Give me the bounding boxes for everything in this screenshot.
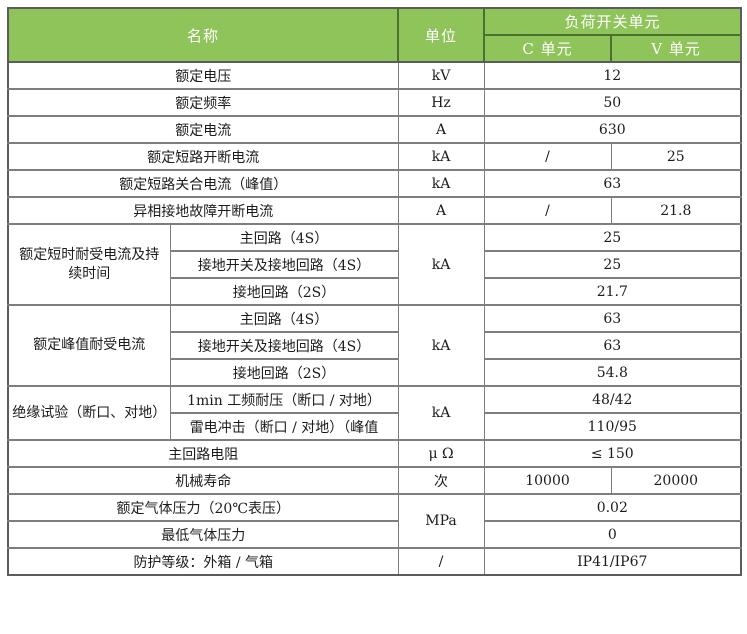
row-group-label: 额定峰值耐受电流 bbox=[7, 304, 171, 387]
row-name: 额定气体压力（20℃表压） bbox=[6, 493, 399, 522]
header-row-2: C 单元 V 单元 bbox=[8, 34, 743, 63]
row-unit: MPa bbox=[397, 493, 485, 549]
table-row: 额定气体压力（20℃表压） MPa 0.02 bbox=[6, 493, 743, 549]
row-value-v: 20000 bbox=[610, 466, 743, 495]
row-group-label: 绝缘试验（断口、对地） bbox=[7, 385, 171, 441]
row-value-c: / bbox=[483, 142, 612, 171]
row-unit: kV bbox=[397, 61, 485, 90]
row-unit: kA bbox=[397, 304, 485, 387]
row-unit: A bbox=[397, 196, 485, 225]
row-name: 额定短路开断电流 bbox=[6, 142, 399, 171]
row-sub-name: 主回路（4S） bbox=[169, 304, 399, 333]
row-name: 主回路电阻 bbox=[6, 439, 399, 468]
row-value: 630 bbox=[483, 115, 743, 144]
header-unit: 单位 bbox=[397, 7, 486, 63]
row-value-c: / bbox=[483, 196, 612, 225]
table-row: 额定短路关合电流（峰值） kA 63 bbox=[6, 169, 743, 198]
table-row: 接地开关及接地回路（4S） 63 bbox=[8, 331, 743, 360]
row-name: 额定短路关合电流（峰值） bbox=[6, 169, 399, 198]
row-unit: kA bbox=[397, 142, 485, 171]
table-row: 额定电压 kV 12 bbox=[6, 61, 743, 90]
header-sub-v-unit: V 单元 bbox=[610, 34, 743, 63]
row-sub-name: 接地开关及接地回路（4S） bbox=[169, 250, 399, 279]
row-value: IP41/IP67 bbox=[483, 547, 743, 576]
row-name: 机械寿命 bbox=[6, 466, 399, 495]
row-name: 额定频率 bbox=[6, 88, 399, 117]
table-row: 额定电流 A 630 bbox=[6, 115, 743, 144]
table-row: 最低气体压力 0 bbox=[6, 520, 743, 549]
header-switch-unit-group: 负荷开关单元 bbox=[483, 7, 743, 36]
row-unit: Hz bbox=[397, 88, 485, 117]
row-value: 50 bbox=[483, 88, 743, 117]
row-unit: μ Ω bbox=[397, 439, 485, 468]
table-row: 绝缘试验（断口、对地） 1min 工频耐压（断口 / 对地） kA 48/42 bbox=[7, 385, 743, 441]
row-unit: kA bbox=[397, 169, 485, 198]
row-value-v: 25 bbox=[610, 142, 743, 171]
row-value: 110/95 bbox=[483, 412, 743, 441]
table-row: 机械寿命 次 10000 20000 bbox=[6, 466, 743, 495]
row-value: 63 bbox=[483, 304, 743, 333]
row-value-c: 10000 bbox=[483, 466, 612, 495]
row-name: 额定电压 bbox=[6, 61, 399, 90]
row-value: 25 bbox=[483, 223, 743, 252]
row-unit: 次 bbox=[397, 466, 485, 495]
row-value: 21.7 bbox=[483, 277, 743, 306]
row-unit: kA bbox=[397, 223, 485, 306]
table-row: 主回路电阻 μ Ω ≤ 150 bbox=[6, 439, 743, 468]
row-name: 异相接地故障开断电流 bbox=[6, 196, 399, 225]
row-value: 25 bbox=[483, 250, 743, 279]
row-name: 防护等级：外箱 / 气箱 bbox=[6, 547, 399, 576]
table-row: 防护等级：外箱 / 气箱 / IP41/IP67 bbox=[6, 547, 743, 576]
table-row: 额定短时耐受电流及持 续时间 主回路（4S） kA 25 bbox=[7, 223, 743, 306]
table-row: 额定频率 Hz 50 bbox=[6, 88, 743, 117]
header-sub-c-unit: C 单元 bbox=[483, 34, 613, 63]
row-value: 12 bbox=[483, 61, 743, 90]
row-name: 额定电流 bbox=[6, 115, 399, 144]
row-value: 48/42 bbox=[483, 385, 743, 414]
table-row: 接地回路（2S） 54.8 bbox=[8, 358, 743, 387]
row-sub-name: 雷电冲击（断口 / 对地）（峰值 bbox=[169, 412, 399, 441]
row-group-label: 额定短时耐受电流及持 续时间 bbox=[7, 223, 171, 306]
row-unit: / bbox=[397, 547, 485, 576]
table-row: 额定短路开断电流 kA / 25 bbox=[6, 142, 743, 171]
table-row: 异相接地故障开断电流 A / 21.8 bbox=[6, 196, 743, 225]
table-row: 额定峰值耐受电流 主回路（4S） kA 63 bbox=[7, 304, 743, 387]
row-value: 63 bbox=[483, 169, 743, 198]
row-value: 54.8 bbox=[483, 358, 743, 387]
row-sub-name: 接地开关及接地回路（4S） bbox=[169, 331, 399, 360]
header-row-1: 名称 单位 负荷开关单元 bbox=[6, 7, 743, 63]
row-sub-name: 主回路（4S） bbox=[169, 223, 399, 252]
row-unit: kA bbox=[397, 385, 485, 441]
row-sub-name: 接地回路（2S） bbox=[169, 358, 399, 387]
table-row: 雷电冲击（断口 / 对地）（峰值 110/95 bbox=[8, 412, 743, 441]
row-sub-name: 1min 工频耐压（断口 / 对地） bbox=[169, 385, 399, 414]
row-value: ≤ 150 bbox=[483, 439, 743, 468]
row-value-v: 21.8 bbox=[610, 196, 743, 225]
row-value: 63 bbox=[483, 331, 743, 360]
row-unit: A bbox=[397, 115, 485, 144]
header-name: 名称 bbox=[6, 7, 400, 63]
row-value: 0.02 bbox=[483, 493, 743, 522]
table-row: 接地回路（2S） 21.7 bbox=[8, 277, 743, 306]
table-row: 接地开关及接地回路（4S） 25 bbox=[8, 250, 743, 279]
row-sub-name: 接地回路（2S） bbox=[169, 277, 399, 306]
row-name: 最低气体压力 bbox=[6, 520, 399, 549]
row-value: 0 bbox=[483, 520, 743, 549]
spec-table: 名称 单位 负荷开关单元 C 单元 V 单元 额定电压 kV 12 额定频率 H… bbox=[6, 7, 743, 576]
